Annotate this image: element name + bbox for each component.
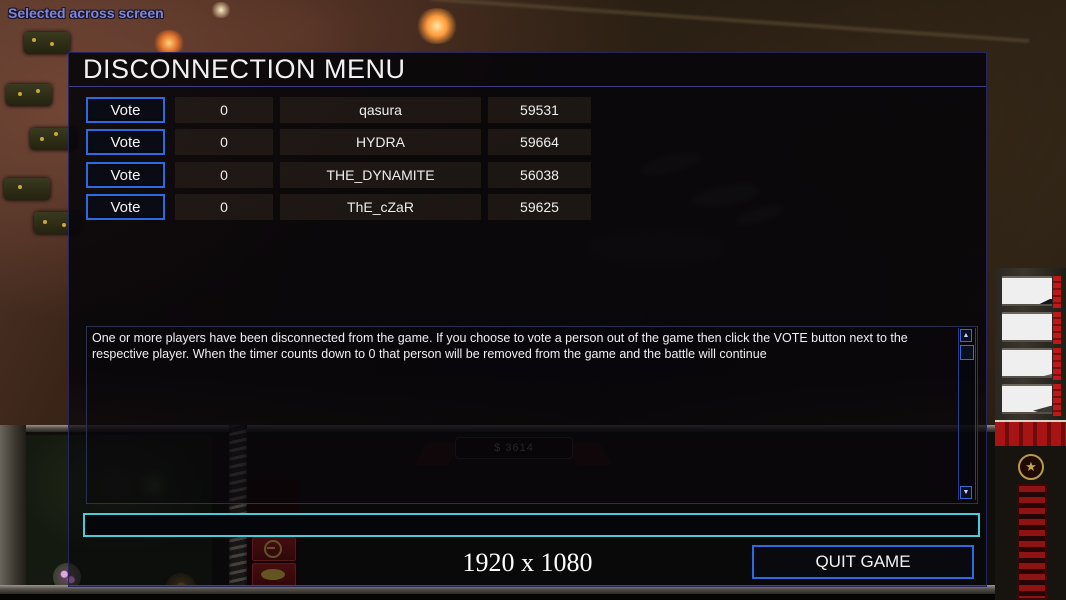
scroll-down-button[interactable]: ▼ — [960, 486, 972, 499]
cameo-airstrike-button[interactable] — [1002, 276, 1052, 306]
player-timer: 59625 — [488, 194, 591, 220]
explosion-flare — [152, 30, 186, 56]
cameo-radar-button[interactable] — [1002, 312, 1052, 342]
vote-button[interactable]: Vote — [86, 162, 165, 188]
vote-count: 0 — [175, 129, 273, 155]
vote-button[interactable]: Vote — [86, 194, 165, 220]
cameo-timer-strip — [1053, 348, 1061, 380]
player-timer: 59531 — [488, 97, 591, 123]
quit-game-button[interactable]: QUIT GAME — [752, 545, 974, 579]
player-row: Vote 0 THE_DYNAMITE 56038 — [69, 162, 986, 188]
selection-status-text: Selected across screen — [8, 5, 164, 21]
resolution-text: 1920 x 1080 — [462, 548, 593, 577]
command-bar-left-frame — [0, 425, 26, 600]
disconnect-message-text: One or more players have been disconnect… — [92, 331, 908, 361]
player-row: Vote 0 qasura 59531 — [69, 97, 986, 123]
message-scrollbar[interactable]: ▲ ▼ — [958, 328, 976, 500]
cameo-gunship-button[interactable] — [1002, 384, 1052, 414]
tank-unit — [4, 178, 50, 200]
vote-button[interactable]: Vote — [86, 129, 165, 155]
cameo-timer-strip — [1053, 312, 1061, 344]
sidebar-red-bar — [995, 420, 1066, 448]
explosion-flare — [415, 8, 459, 44]
player-name: qasura — [280, 97, 481, 123]
cameo-timer-strip — [1053, 384, 1061, 416]
explosion-flare — [210, 2, 232, 18]
player-row: Vote 0 ThE_cZaR 59625 — [69, 194, 986, 220]
cameo-artillery-button[interactable] — [1002, 348, 1052, 378]
player-name: HYDRA — [280, 129, 481, 155]
panel-title: DISCONNECTION MENU — [83, 54, 406, 84]
tank-unit — [30, 128, 76, 150]
player-timer: 59664 — [488, 129, 591, 155]
unit-command-sidebar: ★ — [995, 268, 1066, 600]
player-row: Vote 0 HYDRA 59664 — [69, 129, 986, 155]
vote-count: 0 — [175, 97, 273, 123]
player-name: ThE_cZaR — [280, 194, 481, 220]
vote-button[interactable]: Vote — [86, 97, 165, 123]
vote-count: 0 — [175, 194, 273, 220]
chat-input[interactable] — [83, 513, 980, 537]
experience-ladder — [1017, 484, 1047, 600]
sidebar-lower-panel: ★ — [995, 446, 1066, 600]
player-name: THE_DYNAMITE — [280, 162, 481, 188]
tank-unit — [6, 84, 52, 106]
command-bar-bottom-edge — [0, 585, 1066, 594]
scroll-up-button[interactable]: ▲ — [960, 329, 972, 342]
screen-bottom-strip — [0, 594, 1066, 600]
disconnect-message-box: One or more players have been disconnect… — [86, 326, 978, 504]
disconnection-menu-panel: DISCONNECTION MENU Vote 0 qasura 59531 V… — [68, 52, 987, 587]
scrollbar-thumb[interactable] — [960, 345, 974, 360]
vote-count: 0 — [175, 162, 273, 188]
player-timer: 56038 — [488, 162, 591, 188]
general-star-icon: ★ — [1018, 454, 1044, 480]
tank-unit — [24, 32, 70, 54]
title-divider — [69, 86, 986, 87]
cameo-timer-strip — [1053, 276, 1061, 308]
